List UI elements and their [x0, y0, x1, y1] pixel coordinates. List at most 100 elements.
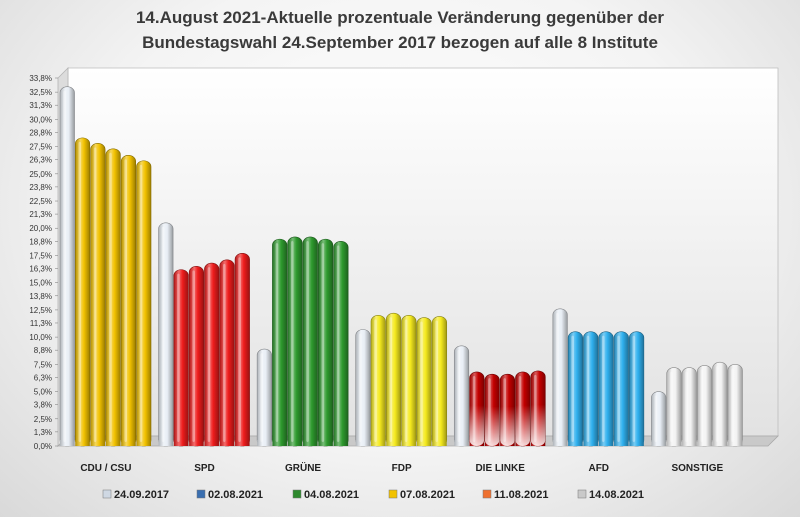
- bar-fade: [469, 371, 485, 446]
- y-tick-label: 23,8%: [29, 183, 52, 192]
- bar-body: [666, 367, 682, 447]
- legend-label: 04.08.2021: [304, 489, 359, 501]
- bar-body: [90, 143, 106, 447]
- bar: [287, 236, 303, 447]
- bar-highlight: [161, 226, 165, 442]
- legend-label: 11.08.2021: [494, 489, 548, 501]
- bar-body: [234, 252, 250, 447]
- bar: [583, 331, 599, 447]
- bar-highlight: [321, 243, 325, 442]
- bar: [484, 373, 500, 447]
- bar-base: [219, 440, 235, 446]
- bar-base: [189, 440, 204, 446]
- bar-base: [287, 440, 303, 446]
- bar-body: [431, 316, 448, 447]
- legend-label: 24.09.2017: [114, 489, 169, 501]
- bar-body: [651, 391, 667, 447]
- bar-highlight: [389, 317, 393, 442]
- y-tick-label: 5,0%: [34, 388, 52, 397]
- bar-highlight: [374, 319, 377, 442]
- bar-highlight: [556, 312, 559, 442]
- bar: [219, 259, 235, 447]
- bar-base: [454, 440, 469, 446]
- bar: [681, 367, 697, 447]
- y-tick-label: 27,5%: [29, 143, 52, 152]
- y-tick-label: 13,8%: [29, 292, 52, 301]
- bar-body: [613, 331, 629, 447]
- bar-highlight: [260, 353, 263, 442]
- bar-highlight: [632, 335, 636, 442]
- y-tick-label: 22,5%: [29, 197, 52, 206]
- bar-base: [583, 440, 598, 446]
- y-tick-label: 18,8%: [29, 237, 52, 246]
- bar-body: [219, 259, 235, 447]
- bar-body: [256, 348, 272, 447]
- legend-swatch: [482, 489, 492, 499]
- bar-highlight: [238, 257, 241, 442]
- y-tick-label: 11,3%: [30, 319, 52, 328]
- bar: [75, 137, 91, 447]
- legend-item: 14.08.2021: [577, 489, 644, 501]
- bar-highlight: [222, 263, 226, 442]
- legend-label: 14.08.2021: [589, 489, 644, 501]
- bar-base: [121, 440, 136, 446]
- bar-base: [712, 440, 728, 446]
- bar-base: [333, 440, 349, 446]
- bar: [234, 252, 250, 447]
- bar-body: [712, 361, 728, 447]
- bar: [302, 236, 318, 447]
- bar-base: [60, 440, 75, 446]
- bar-base: [432, 440, 447, 446]
- bar-base: [272, 440, 287, 446]
- bar-highlight: [435, 320, 439, 442]
- bar-base: [666, 440, 682, 446]
- bar-body: [401, 315, 417, 447]
- bar-highlight: [685, 371, 688, 442]
- bar: [567, 331, 583, 447]
- bar: [333, 241, 349, 447]
- bar-highlight: [488, 378, 491, 442]
- bar-highlight: [617, 335, 620, 442]
- bar-highlight: [518, 375, 522, 442]
- y-tick-label: 16,3%: [29, 265, 52, 274]
- bar: [370, 315, 386, 447]
- bar-base: [90, 440, 106, 446]
- bar-highlight: [533, 374, 537, 442]
- bar: [666, 367, 682, 447]
- bar-body: [727, 364, 743, 447]
- bar-highlight: [93, 147, 97, 442]
- chart-title-line-2: Bundestagswahl 24.September 2017 bezogen…: [142, 33, 658, 52]
- bar-body: [598, 331, 614, 447]
- bar-base: [318, 440, 333, 446]
- bar-fade: [500, 374, 515, 446]
- y-tick-label: 30,0%: [29, 115, 52, 124]
- bar-highlight: [306, 240, 309, 442]
- bar-base: [105, 440, 121, 446]
- bar-highlight: [192, 270, 195, 442]
- bar-highlight: [669, 371, 673, 442]
- bar-highlight: [78, 141, 82, 442]
- bar: [256, 348, 272, 447]
- bar-highlight: [601, 335, 605, 442]
- bar: [613, 331, 629, 447]
- y-tick-label: 26,3%: [29, 156, 52, 165]
- bar-body: [416, 317, 432, 447]
- bar-highlight: [358, 333, 362, 442]
- bar-highlight: [700, 369, 704, 442]
- bar-highlight: [586, 335, 590, 442]
- bar-body: [333, 241, 349, 447]
- bar: [469, 371, 485, 447]
- bar: [697, 365, 713, 447]
- bar: [515, 371, 531, 447]
- bar: [651, 391, 667, 447]
- bar-body: [552, 308, 568, 447]
- bar: [318, 238, 334, 447]
- bar-highlight: [715, 366, 719, 442]
- bar-highlight: [472, 375, 476, 442]
- category-label: FDP: [392, 463, 412, 474]
- bar-body: [173, 269, 189, 447]
- bar-base: [173, 440, 189, 446]
- legend-swatch: [292, 489, 302, 499]
- bar-fade: [515, 371, 530, 446]
